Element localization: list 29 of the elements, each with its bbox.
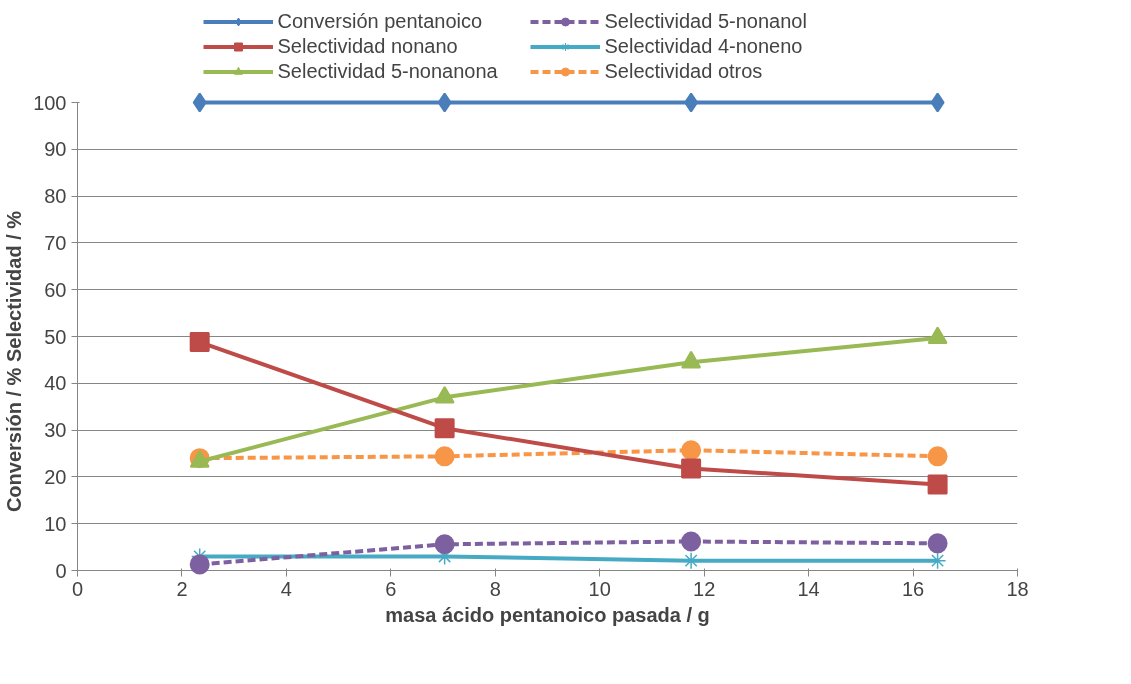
y-axis-title: Conversión / % Selectividad / % [3, 210, 26, 513]
y-tick-label: 50 [44, 325, 67, 348]
x-tick-label: 18 [1006, 577, 1029, 600]
x-tick-label: 14 [797, 577, 820, 600]
legend-label: Selectividad 4-noneno [604, 34, 804, 58]
y-tick-label: 30 [44, 419, 67, 442]
x-tick-label: 12 [693, 577, 716, 600]
legend-label: Selectividad 5-nonanol [604, 9, 808, 33]
y-tick-label: 70 [44, 231, 67, 254]
x-tick-label: 0 [71, 577, 84, 600]
y-tick-label: 20 [44, 465, 67, 488]
y-tick-label: 90 [44, 138, 67, 161]
x-tick-label: 16 [901, 577, 925, 600]
legend-label: Conversión pentanoico [277, 9, 484, 33]
y-tick-label: 100 [33, 91, 67, 114]
legend-label: Selectividad nonano [277, 34, 459, 58]
x-tick-label: 10 [588, 577, 611, 600]
legend-label: Selectividad otros [604, 59, 764, 83]
y-tick-label: 40 [44, 372, 67, 395]
x-tick-label: 6 [385, 577, 397, 600]
y-tick-label: 10 [44, 512, 67, 535]
x-tick-label: 4 [280, 577, 292, 600]
y-tick-label: 60 [44, 278, 67, 301]
x-axis-title: masa ácido pentanoico pasada / g [385, 603, 710, 626]
y-tick-label: 80 [44, 185, 67, 208]
y-tick-label: 0 [55, 559, 67, 582]
x-tick-label: 8 [489, 577, 501, 600]
legend-label: Selectividad 5-nonanona [277, 59, 499, 83]
x-tick-label: 2 [176, 577, 188, 600]
